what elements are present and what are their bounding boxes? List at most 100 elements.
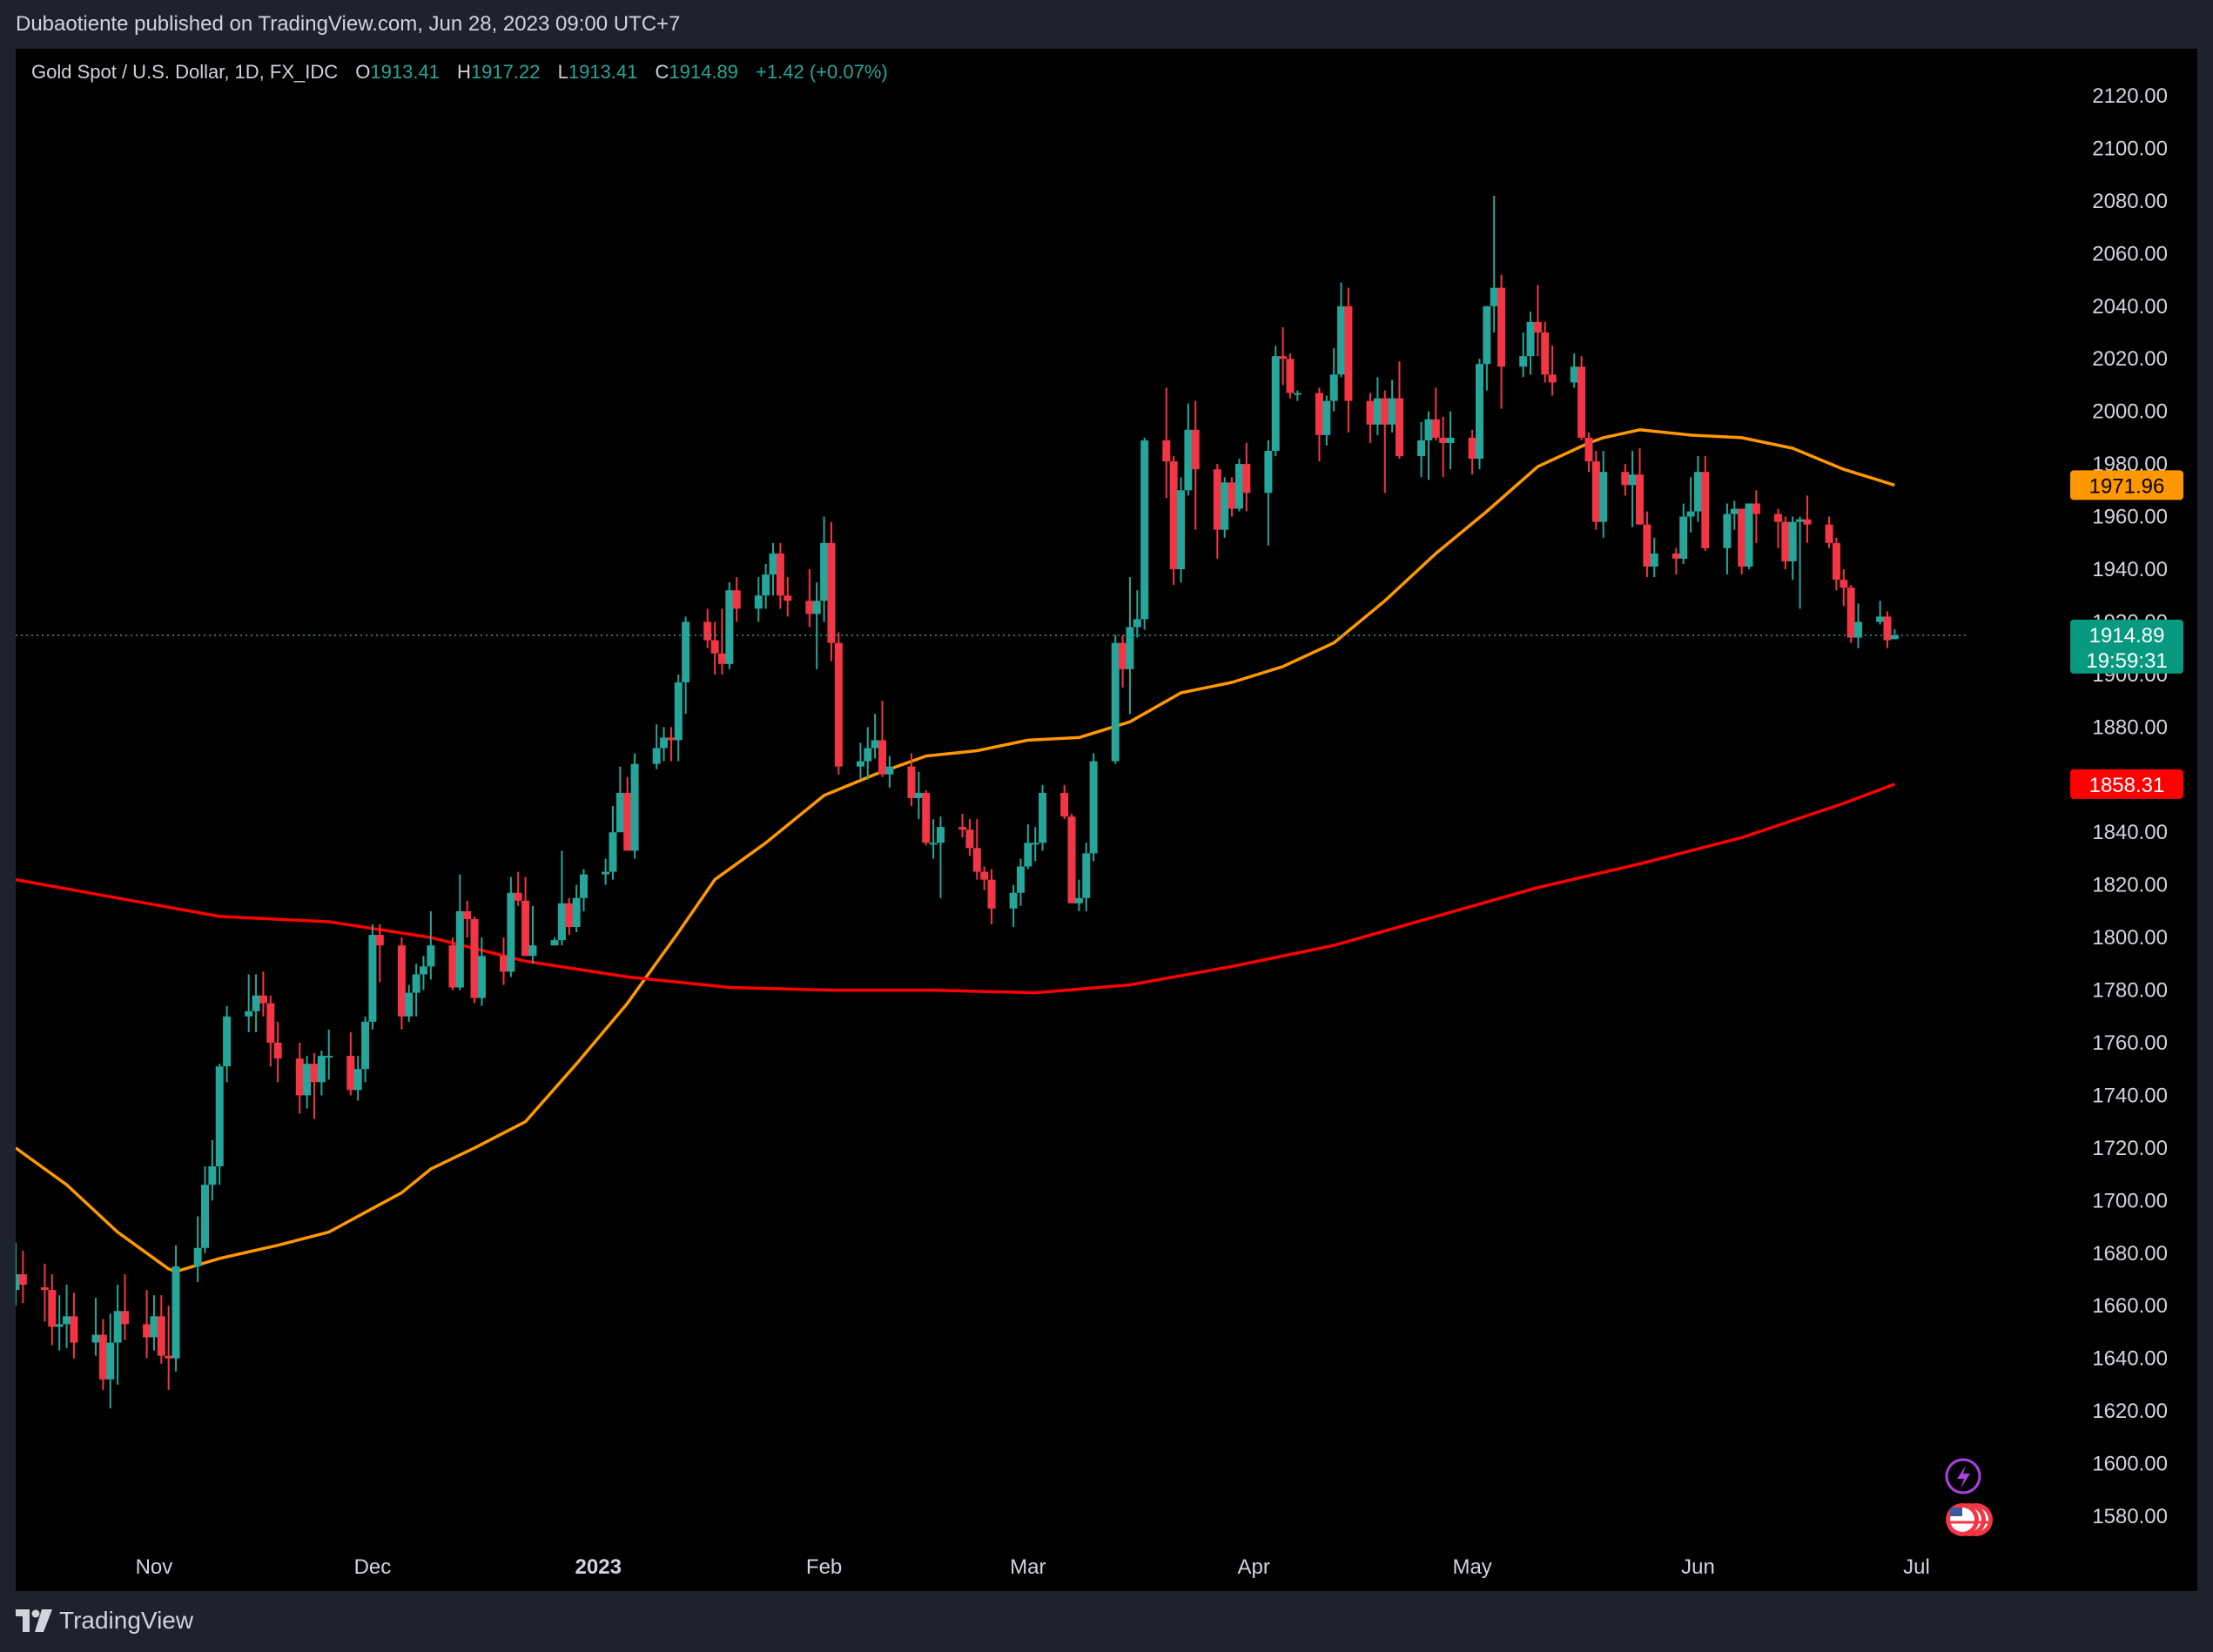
candle-body[interactable] [1773, 514, 1782, 522]
candle-body[interactable] [1337, 306, 1346, 375]
candle-body[interactable] [375, 935, 384, 946]
candle-body[interactable] [1162, 440, 1171, 462]
candle-body[interactable] [936, 827, 945, 843]
candle-body[interactable] [120, 1311, 129, 1325]
candle-body[interactable] [602, 871, 610, 875]
candle-body[interactable] [273, 1043, 282, 1059]
candle-body[interactable] [580, 874, 589, 898]
candle-body[interactable] [507, 892, 515, 972]
candle-body[interactable] [885, 766, 894, 775]
candle-body[interactable] [1286, 359, 1295, 393]
candle-body[interactable] [106, 1342, 115, 1380]
candle-body[interactable] [784, 595, 792, 601]
candle-body[interactable] [1228, 482, 1236, 509]
candle-body[interactable] [259, 995, 267, 1004]
candle-body[interactable] [215, 1066, 224, 1167]
candle-body[interactable] [1177, 490, 1186, 569]
candle-body[interactable] [1846, 588, 1855, 638]
candle-body[interactable] [63, 1316, 71, 1325]
candle-body[interactable] [193, 1247, 202, 1266]
candle-body[interactable] [732, 590, 741, 609]
candle-body[interactable] [652, 748, 661, 764]
candle-body[interactable] [1279, 356, 1288, 359]
candle-body[interactable] [1643, 524, 1651, 567]
candle-body[interactable] [1344, 306, 1353, 401]
candle-body[interactable] [295, 1058, 304, 1096]
candle-body[interactable] [1140, 440, 1149, 620]
tradingview-logo[interactable]: TradingView [16, 1607, 193, 1635]
candle-body[interactable] [805, 601, 814, 614]
candle-body[interactable] [1373, 398, 1382, 425]
candle-body[interactable] [1497, 287, 1506, 367]
candle-body[interactable] [1329, 374, 1338, 401]
candle-body[interactable] [1636, 474, 1645, 525]
candle-body[interactable] [514, 892, 522, 901]
candle-body[interactable] [463, 910, 472, 919]
candle-body[interactable] [1483, 306, 1491, 365]
candle-body[interactable] [208, 1166, 217, 1185]
candle-body[interactable] [965, 829, 974, 849]
candle-body[interactable] [1264, 451, 1273, 494]
candle-body[interactable] [1439, 437, 1448, 443]
candle-body[interactable] [1840, 580, 1848, 588]
candle-body[interactable] [710, 640, 719, 654]
candle-body[interactable] [703, 621, 712, 641]
candle-body[interactable] [1541, 332, 1550, 375]
candle-body[interactable] [1591, 461, 1600, 522]
candle-body[interactable] [871, 740, 879, 749]
candle-body[interactable] [1825, 524, 1833, 543]
candle-body[interactable] [346, 1056, 355, 1091]
candle-body[interactable] [1476, 364, 1483, 460]
candle-body[interactable] [325, 1056, 333, 1058]
candle-body[interactable] [864, 748, 872, 762]
candle-body[interactable] [1883, 616, 1892, 641]
candle-body[interactable] [565, 903, 574, 928]
candle-body[interactable] [1119, 642, 1127, 669]
candle-body[interactable] [1242, 464, 1251, 494]
candle-body[interactable] [317, 1056, 326, 1083]
candle-body[interactable] [776, 553, 784, 596]
candle-body[interactable] [660, 737, 669, 749]
candle-body[interactable] [1388, 398, 1396, 425]
chart-area[interactable]: 1580.00 1600.00 1620.00 1640.00 1660.00 1680.… [16, 49, 2197, 1591]
candle-body[interactable] [1082, 853, 1091, 898]
candle-body[interactable] [630, 763, 639, 851]
candle-body[interactable] [150, 1316, 158, 1338]
candle-body[interactable] [223, 1016, 232, 1067]
candle-body[interactable] [1111, 642, 1120, 762]
candle-body[interactable] [1395, 398, 1403, 457]
candle-body[interactable] [1570, 366, 1578, 383]
candle-body[interactable] [16, 1273, 20, 1291]
candle-body[interactable] [113, 1311, 122, 1343]
candle-body[interactable] [907, 766, 916, 798]
candle-body[interactable] [1832, 542, 1840, 581]
candle-body[interactable] [557, 903, 566, 941]
candle-body[interactable] [1381, 398, 1389, 425]
candle-body[interactable] [201, 1185, 210, 1248]
candle-body[interactable] [1431, 419, 1440, 438]
candle-body[interactable] [1701, 472, 1710, 548]
candle-body[interactable] [172, 1266, 180, 1359]
candle-body[interactable] [1599, 472, 1608, 522]
candle-body[interactable] [812, 601, 821, 614]
candle-body[interactable] [477, 956, 486, 998]
candle-body[interactable] [40, 1287, 49, 1291]
candle-body[interactable] [455, 910, 464, 988]
candle-body[interactable] [1322, 400, 1331, 435]
candle-body[interactable] [1366, 400, 1375, 425]
candle-body[interactable] [834, 642, 843, 767]
candle-body[interactable] [470, 918, 479, 998]
candle-body[interactable] [1424, 419, 1433, 440]
candle-body[interactable] [1293, 393, 1302, 395]
candle-body[interactable] [1490, 287, 1498, 306]
candle-body[interactable] [1031, 843, 1039, 845]
candle-body[interactable] [1213, 469, 1221, 530]
candle-body[interactable] [1730, 508, 1739, 514]
candle-body[interactable] [1686, 511, 1695, 517]
candle-body[interactable] [987, 879, 996, 909]
candle-body[interactable] [1221, 482, 1229, 530]
candle-body[interactable] [98, 1334, 107, 1380]
candle-body[interactable] [303, 1064, 312, 1096]
candle-body[interactable] [769, 553, 777, 575]
candle-body[interactable] [143, 1324, 151, 1338]
